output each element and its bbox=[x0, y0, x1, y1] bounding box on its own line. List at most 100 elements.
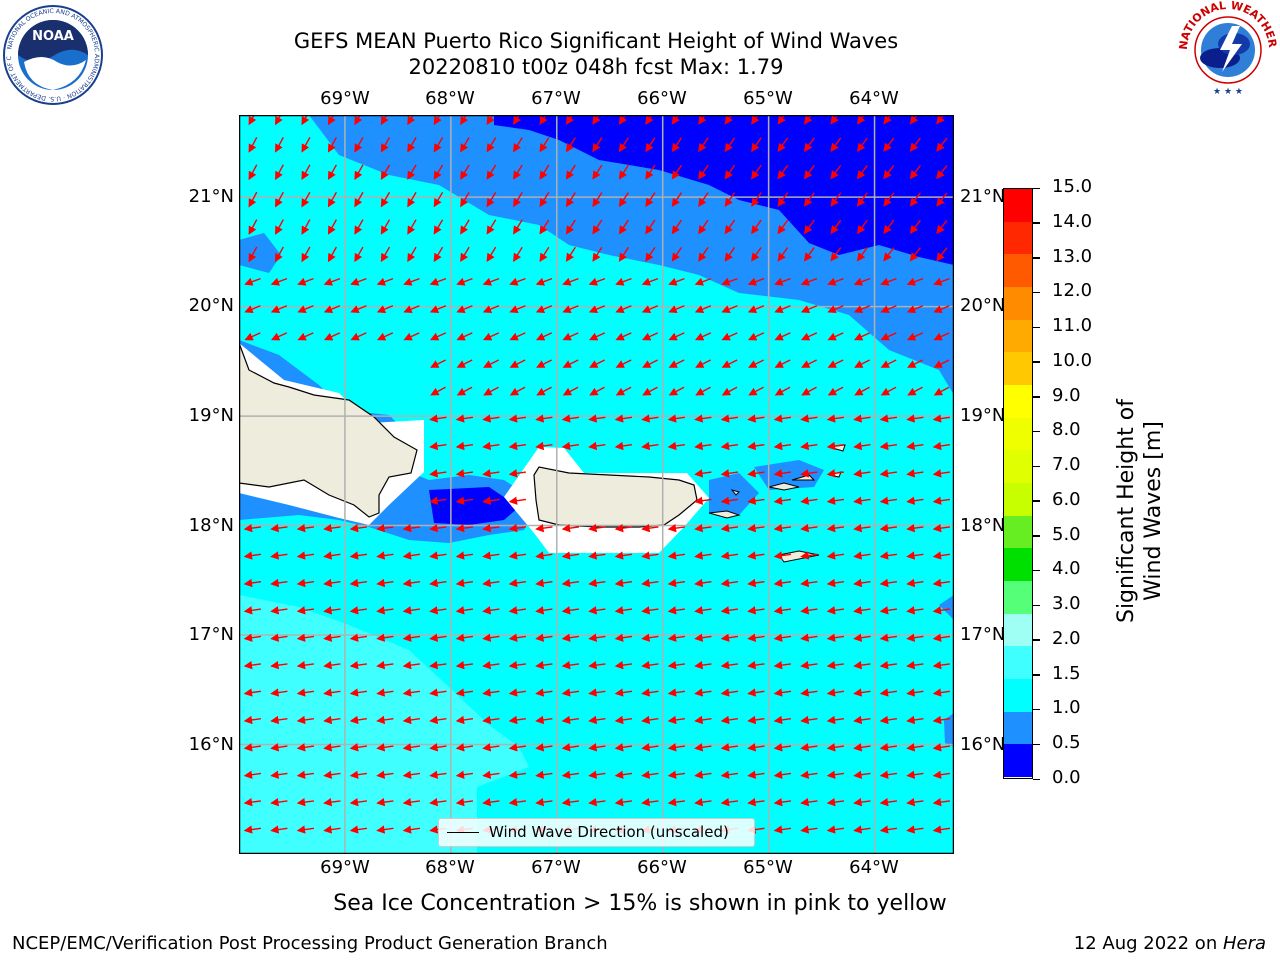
wave-arrow bbox=[482, 523, 500, 533]
wave-arrow bbox=[243, 743, 262, 752]
colorbar-tick-mark bbox=[1033, 257, 1040, 259]
wave-arrow bbox=[853, 825, 871, 834]
wave-arrow bbox=[720, 688, 739, 697]
wave-arrow bbox=[455, 523, 474, 533]
lon-label-bottom: 66°W bbox=[637, 857, 687, 878]
wave-arrow bbox=[667, 551, 686, 560]
wave-arrow bbox=[402, 743, 421, 752]
wave-arrow bbox=[350, 332, 367, 341]
wave-arrow bbox=[879, 414, 898, 423]
lat-label-left: 21°N bbox=[188, 186, 234, 207]
colorbar-tick-mark bbox=[1033, 674, 1040, 676]
wave-arrow bbox=[562, 277, 579, 286]
wave-arrow bbox=[296, 633, 315, 642]
wave-arrow bbox=[827, 305, 844, 314]
wave-arrow bbox=[667, 441, 686, 451]
colorbar-segment bbox=[1004, 744, 1032, 778]
wave-arrow bbox=[535, 633, 553, 642]
wave-arrow bbox=[800, 414, 818, 423]
wave-arrow bbox=[800, 277, 818, 286]
wave-arrow bbox=[936, 137, 948, 152]
wave-arrow bbox=[932, 825, 951, 834]
wave-arrow bbox=[482, 688, 500, 697]
lat-label-left: 16°N bbox=[188, 734, 234, 755]
wave-arrow bbox=[748, 386, 764, 396]
wave-arrow bbox=[349, 770, 368, 779]
wave-arrow bbox=[747, 332, 765, 341]
wave-arrow bbox=[830, 137, 842, 152]
wave-arrow bbox=[482, 496, 500, 505]
wave-arrow bbox=[561, 660, 580, 670]
wave-arrow bbox=[460, 219, 470, 235]
wave-arrow bbox=[349, 606, 368, 615]
wave-arrow bbox=[270, 523, 288, 533]
wave-arrow bbox=[349, 523, 368, 533]
wave-arrow bbox=[667, 743, 686, 752]
colorbar-segment bbox=[1004, 385, 1032, 419]
wave-arrow bbox=[296, 578, 315, 588]
wave-arrow bbox=[482, 305, 500, 314]
wave-arrow bbox=[720, 496, 739, 505]
wave-arrow bbox=[376, 578, 394, 588]
wave-arrow bbox=[747, 633, 765, 642]
wave-arrow bbox=[539, 246, 550, 262]
wave-arrow bbox=[429, 715, 447, 725]
wave-arrow bbox=[455, 688, 474, 697]
colorbar-tick-label: 10.0 bbox=[1052, 349, 1093, 371]
wave-arrow bbox=[879, 688, 898, 697]
wave-arrow bbox=[751, 115, 760, 125]
wave-arrow bbox=[724, 219, 736, 235]
colorbar-segment bbox=[1004, 515, 1032, 549]
wave-arrow bbox=[508, 770, 527, 779]
colorbar-tick-label: 3.0 bbox=[1052, 593, 1081, 615]
wave-arrow bbox=[747, 770, 765, 779]
wave-arrow bbox=[456, 386, 473, 396]
wave-arrow bbox=[433, 137, 444, 153]
wave-arrow bbox=[270, 825, 288, 834]
wave-arrow bbox=[402, 523, 421, 533]
wave-arrow bbox=[376, 277, 394, 286]
wave-arrow bbox=[327, 137, 338, 153]
lon-label-bottom: 64°W bbox=[849, 857, 899, 878]
wave-arrow bbox=[323, 825, 341, 834]
colorbar-segment bbox=[1004, 287, 1032, 321]
wave-arrow bbox=[508, 633, 527, 642]
lon-label-bottom: 69°W bbox=[320, 857, 370, 878]
wave-arrow bbox=[429, 743, 447, 752]
wave-arrow bbox=[376, 633, 394, 642]
wave-arrow bbox=[486, 137, 497, 153]
wave-arrow bbox=[618, 246, 629, 262]
wave-arrow bbox=[645, 246, 656, 262]
wave-arrow bbox=[270, 715, 288, 725]
wave-arrow bbox=[879, 606, 898, 615]
wave-arrow bbox=[456, 277, 473, 286]
wave-arrow bbox=[721, 359, 738, 368]
wave-arrow bbox=[615, 277, 632, 286]
wave-arrow bbox=[509, 305, 526, 314]
wave-arrow bbox=[270, 551, 288, 560]
wave-arrow bbox=[380, 137, 391, 153]
wave-arrow bbox=[853, 332, 871, 341]
wave-arrow bbox=[402, 688, 421, 697]
colorbar-tick-label: 8.0 bbox=[1052, 419, 1081, 441]
colorbar-tick-mark bbox=[1033, 743, 1040, 746]
wave-arrow bbox=[932, 578, 951, 588]
wave-arrow bbox=[323, 770, 341, 779]
wave-arrow bbox=[800, 523, 818, 533]
wave-arrow bbox=[588, 797, 606, 807]
colorbar-label: Significant Height of Wind Waves [m] bbox=[1114, 398, 1166, 624]
wave-arrow bbox=[774, 332, 791, 341]
wave-arrow bbox=[800, 305, 818, 314]
wave-arrow bbox=[270, 660, 288, 670]
lat-label-right: 17°N bbox=[960, 624, 1006, 645]
wave-arrow bbox=[694, 469, 712, 478]
wave-arrow bbox=[562, 305, 579, 314]
wave-arrow bbox=[614, 770, 633, 779]
wave-arrow bbox=[429, 305, 447, 314]
wave-arrow bbox=[667, 660, 686, 670]
wave-arrow bbox=[562, 359, 579, 368]
wave-arrow bbox=[668, 277, 685, 286]
wave-arrow bbox=[694, 660, 712, 670]
wave-arrow bbox=[513, 219, 523, 235]
wave-arrow bbox=[645, 164, 656, 180]
